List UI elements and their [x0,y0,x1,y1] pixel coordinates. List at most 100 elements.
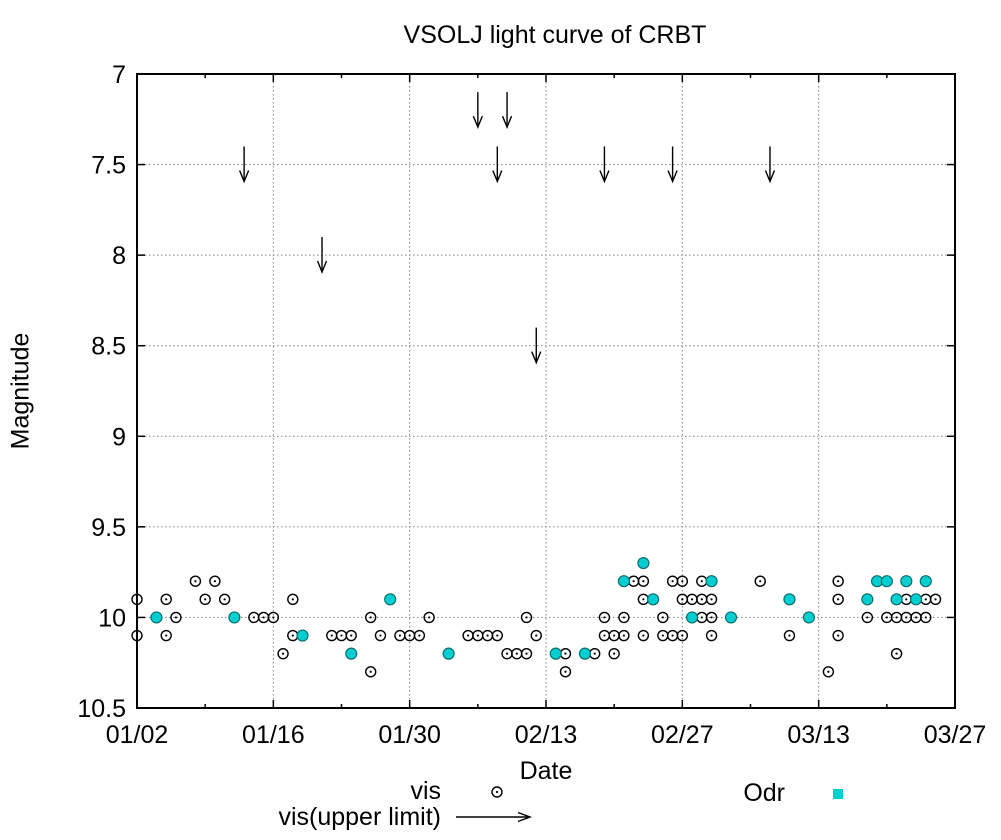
upper-limit-arrow-icon [456,811,532,823]
odr-square-icon [833,789,843,799]
vis-point-center-dot [194,580,197,583]
vis-point-center-dot [505,652,509,655]
upper-limit-arrowhead [764,170,776,184]
vis-point-center-dot [710,616,713,619]
vis-point-center-dot [924,598,927,601]
vis-point-center-dot [174,616,178,619]
vis-point [705,611,718,624]
vis-point-center-dot [700,598,703,601]
vis-point-center-dot [281,652,285,655]
vis-point-center-dot [340,634,343,637]
vis-point-center-dot [924,616,927,619]
vis-point [832,629,844,642]
upper-limit-arrowhead [599,170,610,184]
vis-point-center-dot [759,580,762,583]
vis-point-center-dot [905,598,908,601]
odr-point [724,611,738,624]
vis-point-center-dot [272,616,275,619]
vis-point-center-dot [350,634,353,637]
vis-point [832,593,844,606]
vis-point [618,629,630,642]
odr-point [802,611,816,624]
upper-limit-arrowhead [667,170,678,184]
vis-point [559,666,572,678]
vis-point [170,611,182,624]
vis-point-center-dot [827,670,830,673]
vis-point [520,647,533,660]
odr-point [705,575,718,588]
odr-point [890,593,903,606]
vis-point-center-dot [291,634,294,637]
vis-point [277,647,289,660]
y-tick-label: 10 [98,604,126,632]
vis-point [705,629,718,642]
vis-point-center-dot [564,652,567,655]
vis-point-center-dot [788,634,791,637]
vis-point-center-dot [418,634,421,637]
vis-point [618,611,630,624]
y-tick-label: 8.5 [91,333,126,361]
vis-point-center-dot [525,652,528,655]
vis-point-center-dot [681,598,684,601]
odr-point [228,611,241,624]
vis-point [209,575,221,587]
vis-point-center-dot [914,616,918,619]
y-tick-label: 9.5 [91,514,126,542]
vis-point [920,611,932,624]
y-tick-label: 8 [112,242,126,270]
chart-title: VSOLJ light curve of CRBT [403,21,707,49]
vis-point-center-dot [642,580,645,583]
vis-point [929,593,942,606]
vis-point-center-dot [496,634,499,637]
x-tick-label: 03/27 [924,721,987,749]
vis-point-center-dot [622,634,626,637]
vis-point-center-dot [535,634,538,637]
vis-point-center-dot [905,616,908,619]
vis-point-center-dot [476,634,479,637]
odr-point [578,647,592,660]
vis-point [676,575,689,587]
odr-point [637,556,650,570]
vis-point-center-dot [603,634,606,637]
vis-point [218,593,231,606]
vis-point-center-dot [934,598,937,601]
vis-point-center-dot [466,634,470,637]
vis-point-center-dot [135,634,139,637]
vis-point-center-dot [895,616,898,619]
vis-point-center-dot [837,598,840,601]
vis-point [637,575,650,587]
vis-point [374,629,387,642]
vis-point-center-dot [593,652,596,655]
vis-point [822,666,835,678]
vis-point [287,593,299,606]
vis-point [676,629,689,642]
legend-label-vis: vis [410,777,441,805]
vis-point-center-dot [837,634,840,637]
x-tick-label: 01/30 [378,721,441,749]
vis-point [365,666,377,678]
vis-point [199,593,211,606]
vis-open-circle-icon [491,786,503,798]
vis-point-center-dot [671,580,674,583]
vis-point [345,629,357,642]
x-tick-label: 01/02 [106,721,169,749]
vis-point-center-dot [661,616,664,619]
vis-point [598,611,611,624]
vis-point-center-dot [515,652,518,655]
vis-point [520,611,533,624]
vis-point-center-dot [369,616,372,619]
vis-point [530,629,542,642]
vis-point [657,611,669,624]
vis-point [189,575,202,587]
vis-point [608,647,620,660]
upper-limit-arrowhead [238,170,250,184]
vis-point [131,629,143,642]
vis-point-center-dot [379,634,382,637]
upper-limit-arrowhead [501,115,513,129]
vis-point-center-dot [135,598,139,601]
upper-limit-arrowhead [472,115,483,129]
y-tick-label: 7.5 [91,152,126,180]
vis-point-center-dot [681,580,684,583]
vis-point [365,611,377,624]
vis-point [131,593,143,606]
